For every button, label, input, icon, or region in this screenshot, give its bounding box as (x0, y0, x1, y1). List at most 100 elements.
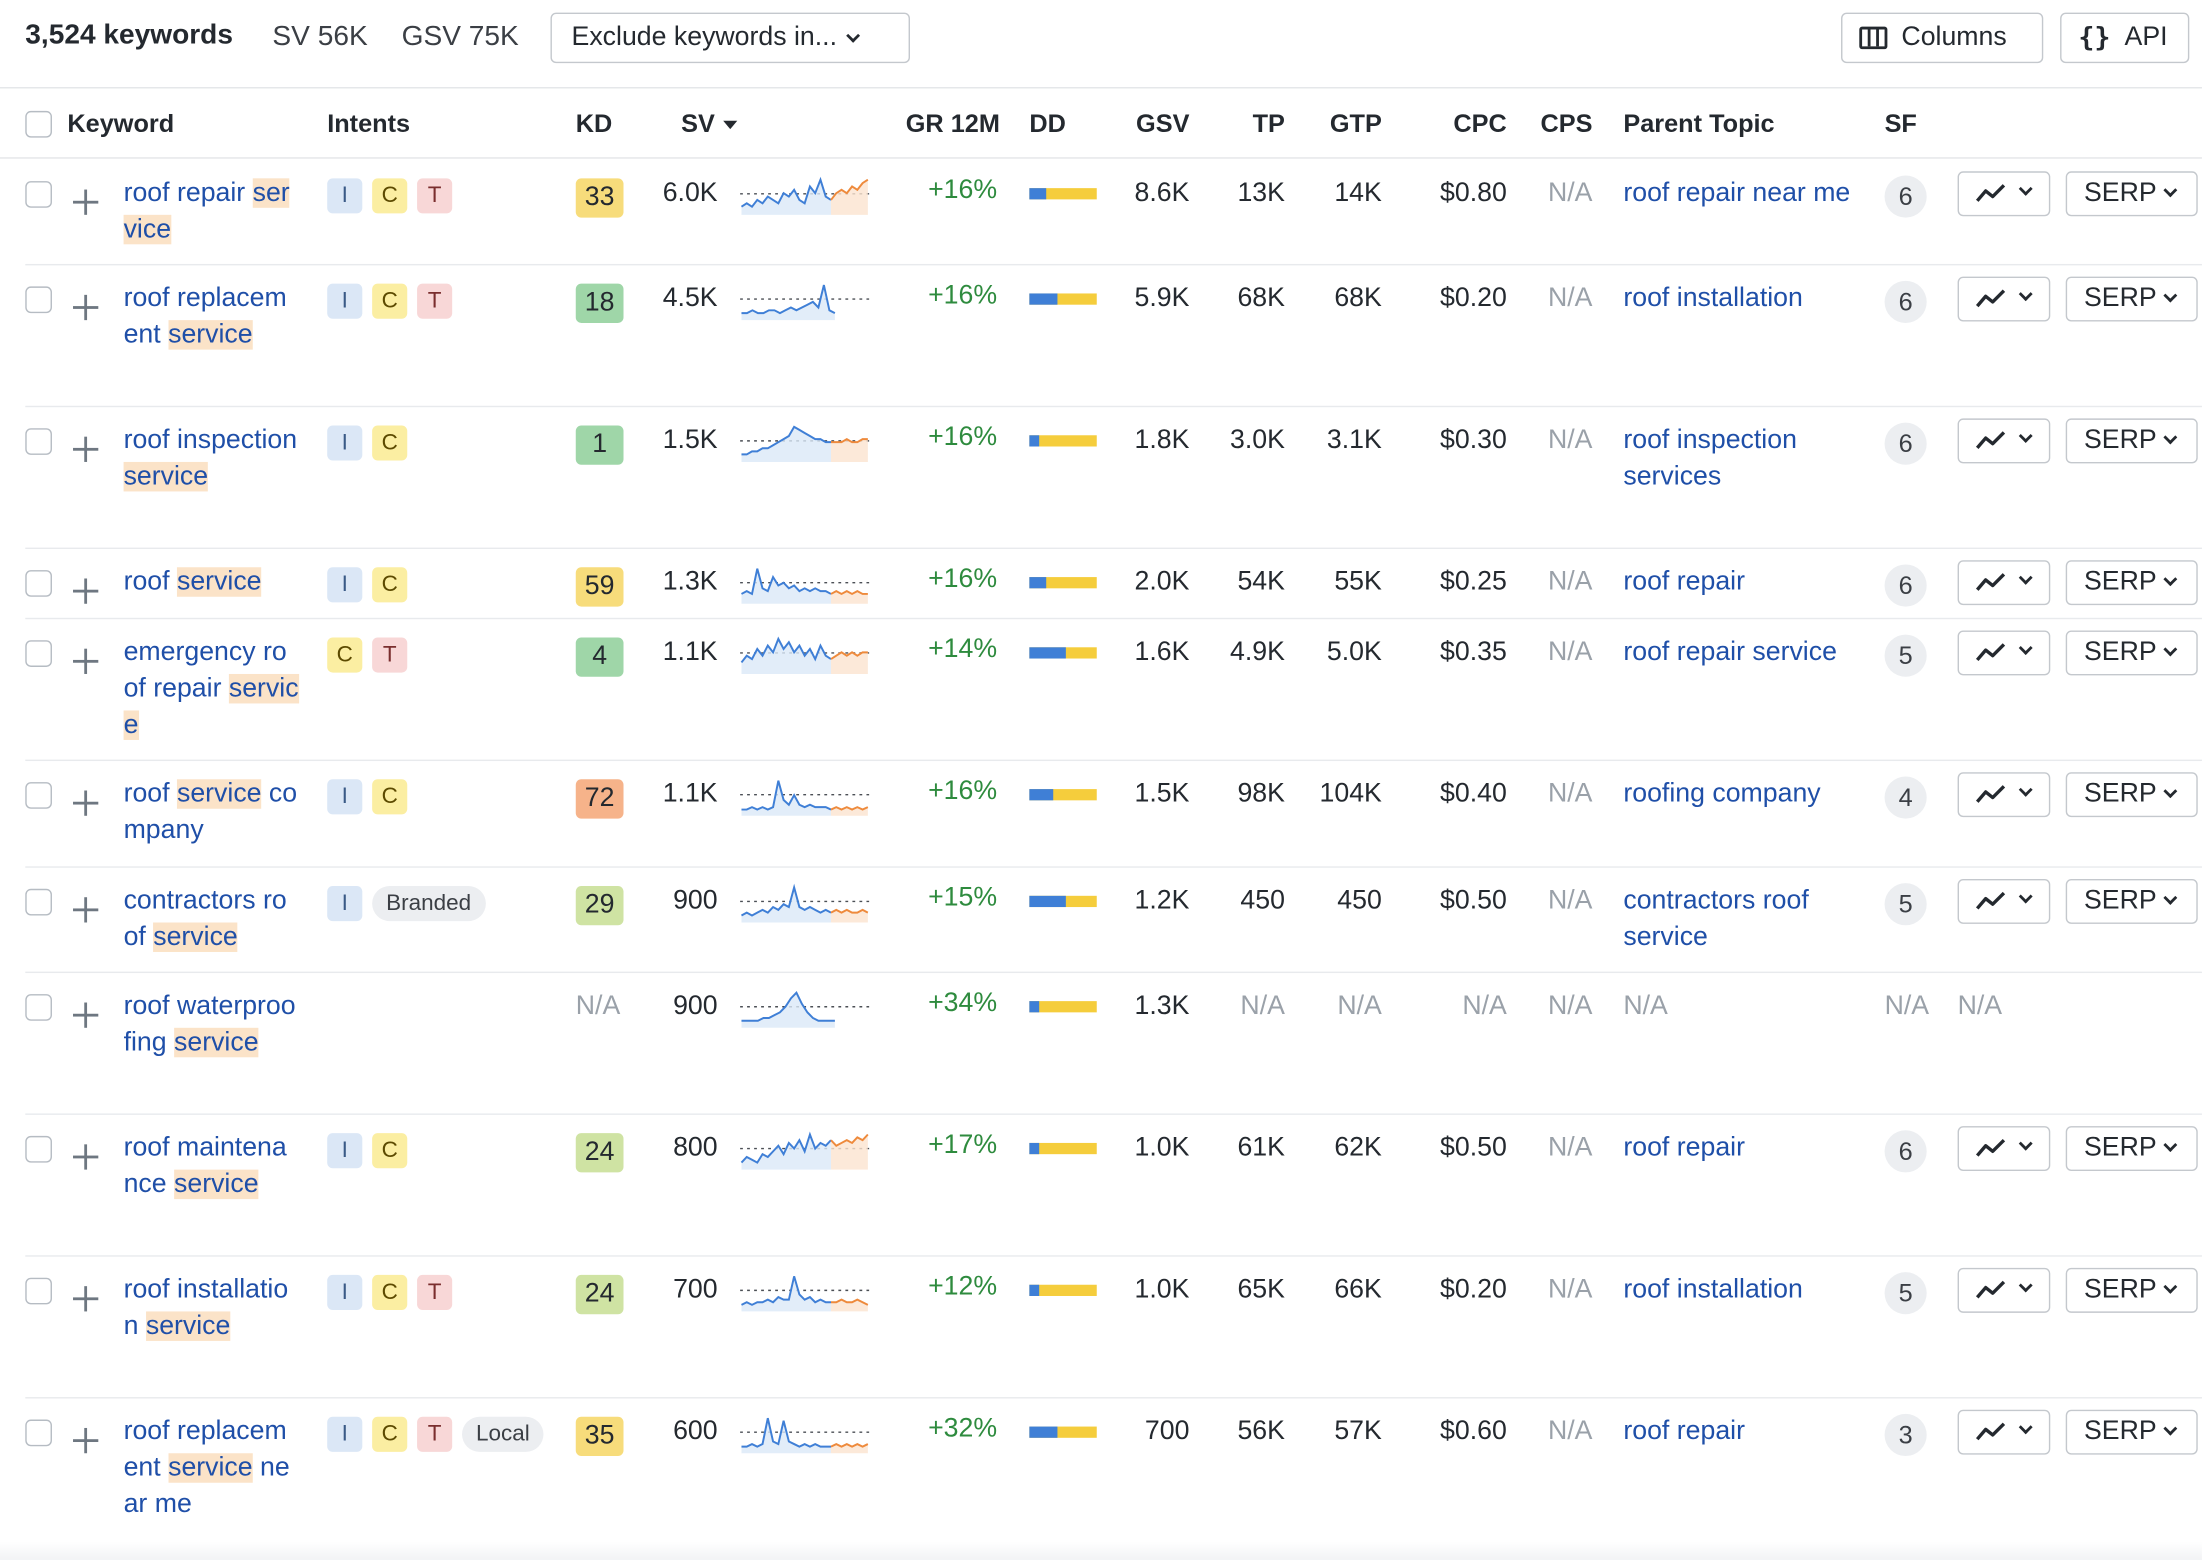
trend-chart-button[interactable] (1957, 772, 2051, 818)
col-tp[interactable]: TP (1252, 109, 1285, 138)
keyword-link[interactable]: roof replacement service (124, 281, 300, 354)
row-divider (25, 405, 2202, 408)
exclude-keywords-dropdown[interactable]: Exclude keywords in... (550, 12, 910, 64)
keyword-link[interactable]: roof replacement service near me (124, 1414, 300, 1524)
trend-icon (1975, 785, 2006, 803)
serp-button[interactable]: SERP (2065, 1126, 2198, 1172)
parent-topic-link[interactable]: roof installation (1623, 1274, 1803, 1305)
serp-button[interactable]: SERP (2065, 560, 2198, 606)
add-to-list-icon[interactable] (73, 436, 99, 462)
keyword-link[interactable]: contractors roof service (124, 883, 300, 956)
keyword-link[interactable]: roof inspection service (123, 423, 300, 496)
serp-button[interactable]: SERP (2065, 878, 2198, 924)
serp-features-count: 6 (1884, 564, 1927, 607)
api-button[interactable]: {} API (2060, 12, 2190, 64)
col-intents[interactable]: Intents (327, 109, 411, 138)
cpc-value: $0.80 (1440, 178, 1507, 208)
serp-button[interactable]: SERP (2065, 630, 2198, 676)
parent-topic-link[interactable]: roof inspection services (1623, 425, 1797, 492)
col-sf[interactable]: SF (1884, 109, 1917, 138)
row-checkbox[interactable] (25, 888, 52, 916)
parent-topic-link[interactable]: roof repair (1623, 1416, 1745, 1447)
trend-chart-button[interactable] (1957, 1267, 2051, 1313)
row-checkbox[interactable] (25, 782, 52, 809)
add-to-list-icon[interactable] (73, 1286, 99, 1312)
serp-button[interactable]: SERP (2065, 1409, 2198, 1455)
keyword-link[interactable]: emergency roof repair service (123, 635, 300, 745)
difficulty-distribution-bar (1029, 188, 1097, 200)
row-checkbox[interactable] (25, 994, 52, 1021)
serp-button[interactable]: SERP (2065, 772, 2198, 818)
add-to-list-icon[interactable] (73, 1002, 99, 1028)
keyword-link[interactable]: roof maintenance service (124, 1130, 300, 1203)
keyword-link[interactable]: roof waterproofing service (124, 988, 300, 1061)
col-cps[interactable]: CPS (1540, 109, 1593, 138)
serp-button[interactable]: SERP (2065, 418, 2198, 464)
row-checkbox[interactable] (25, 640, 52, 667)
intent-badge-c: C (327, 637, 363, 673)
trend-chart-button[interactable] (1957, 560, 2051, 606)
serp-button[interactable]: SERP (2065, 171, 2198, 217)
parent-topic-link[interactable]: roofing company (1623, 779, 1821, 809)
gsv-value: 5.9K (1134, 283, 1190, 314)
keyword-link[interactable]: roof service company (124, 776, 300, 849)
cps-value: N/A (1547, 1133, 1593, 1163)
keyword-link[interactable]: roof installation service (124, 1272, 300, 1345)
trend-chart-button[interactable] (1957, 630, 2051, 676)
row-checkbox[interactable] (25, 1419, 52, 1447)
trend-icon (1975, 891, 2006, 910)
col-parent-topic[interactable]: Parent Topic (1623, 109, 1775, 138)
add-to-list-icon[interactable] (73, 189, 99, 215)
parent-topic-link[interactable]: roof repair (1623, 567, 1745, 597)
keyword-link[interactable]: roof repair service (123, 176, 300, 249)
add-to-list-icon[interactable] (73, 1144, 99, 1170)
chevron-down-icon (2163, 173, 2178, 215)
add-to-list-icon[interactable] (73, 578, 99, 604)
parent-topic-link[interactable]: contractors roof service (1623, 885, 1809, 952)
col-kd[interactable]: KD (575, 109, 613, 138)
col-sv-label: SV (681, 109, 715, 138)
add-to-list-icon[interactable] (73, 648, 99, 674)
keyword-count: 3,524 keywords (25, 19, 233, 51)
row-checkbox[interactable] (25, 428, 52, 455)
keyword-link[interactable]: roof service (124, 564, 300, 601)
col-gtp[interactable]: GTP (1329, 109, 1382, 138)
trend-chart-button[interactable] (1957, 418, 2051, 464)
serp-button[interactable]: SERP (2065, 276, 2198, 322)
trend-chart-button[interactable] (1957, 878, 2051, 924)
row-checkbox[interactable] (25, 181, 52, 208)
intent-tag-local: Local (462, 1416, 544, 1452)
parent-topic-link[interactable]: roof installation (1623, 283, 1803, 314)
row-checkbox[interactable] (25, 570, 52, 597)
gsv-value: 1.2K (1134, 885, 1190, 916)
select-all-checkbox[interactable] (25, 110, 52, 138)
row-checkbox[interactable] (25, 286, 52, 314)
trend-chart-button[interactable] (1957, 1409, 2051, 1455)
sparkline-forecast (830, 590, 868, 596)
trend-chart-button[interactable] (1957, 276, 2051, 322)
col-keyword[interactable]: Keyword (67, 109, 175, 138)
col-gsv[interactable]: GSV (1136, 109, 1190, 138)
trend-chart-button[interactable] (1957, 1126, 2051, 1172)
cps-value: N/A (1547, 567, 1593, 597)
add-to-list-icon[interactable] (73, 1427, 99, 1454)
columns-button[interactable]: Columns (1841, 12, 2044, 64)
parent-topic-link[interactable]: roof repair service (1623, 637, 1837, 667)
row-divider (25, 1255, 2202, 1257)
col-dd[interactable]: DD (1029, 109, 1066, 138)
col-gr12m[interactable]: GR 12M (905, 109, 1000, 138)
kd-badge: 72 (575, 779, 624, 819)
parent-topic-link[interactable]: roof repair (1623, 1133, 1745, 1163)
row-checkbox[interactable] (25, 1277, 52, 1305)
serp-button[interactable]: SERP (2065, 1267, 2198, 1313)
col-sv[interactable]: SV (681, 109, 738, 139)
col-cpc[interactable]: CPC (1453, 109, 1507, 138)
parent-topic-link[interactable]: roof repair near me (1623, 178, 1851, 208)
growth-12m: +16% (928, 776, 998, 806)
row-checkbox[interactable] (25, 1135, 52, 1163)
add-to-list-icon[interactable] (73, 790, 99, 816)
trend-chart-button[interactable] (1957, 171, 2051, 217)
add-to-list-icon[interactable] (73, 897, 99, 923)
add-to-list-icon[interactable] (73, 294, 99, 321)
chevron-down-icon (2018, 428, 2033, 449)
